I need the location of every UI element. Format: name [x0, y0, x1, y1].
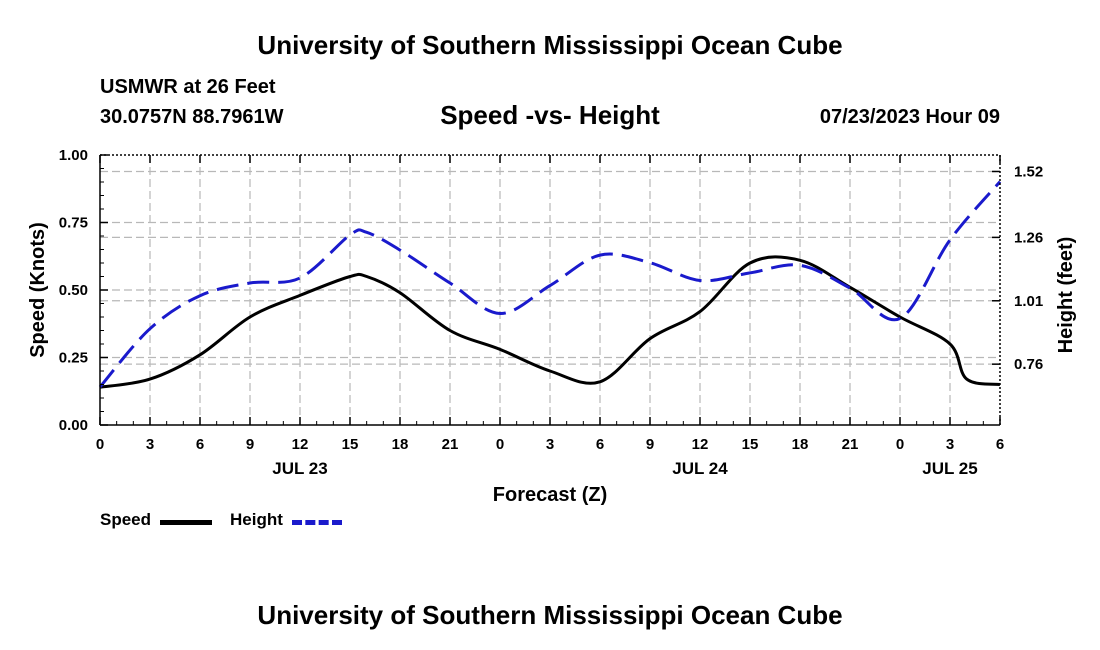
series-height-line	[98, 180, 1002, 388]
x-tick-label: 0	[496, 436, 504, 453]
x-axis-title: Forecast (Z)	[493, 484, 607, 506]
x-tick-label: 9	[646, 436, 654, 453]
y-tick-label: 1.00	[59, 147, 88, 164]
y-tick-label: 0.50	[59, 282, 88, 299]
y2-tick-label: 1.52	[1014, 163, 1043, 180]
forecast-datetime: 07/23/2023 Hour 09	[819, 106, 1000, 128]
chart-title: Speed -vs- Height	[440, 100, 660, 130]
x-tick-label: 6	[196, 436, 204, 453]
station-coordinates: 30.0757N 88.7961W	[100, 106, 284, 128]
x-tick-label: 21	[442, 436, 459, 453]
x-tick-label: 18	[392, 436, 409, 453]
y-tick-label: 0.25	[59, 350, 88, 367]
main-title: University of Southern Mississippi Ocean…	[257, 30, 843, 60]
x-tick-label: 18	[792, 436, 809, 453]
x-tick-label: 6	[996, 436, 1004, 453]
series-layer	[98, 180, 1002, 389]
legend-speed-swatch	[160, 520, 212, 525]
station-label: USMWR at 26 Feet	[100, 76, 276, 98]
x-tick-label: 3	[946, 436, 954, 453]
legend-height-swatch	[292, 520, 342, 525]
y-tick-label: 0.75	[59, 215, 88, 232]
y2-tick-label: 1.26	[1014, 229, 1043, 246]
date-label: JUL 25	[922, 459, 977, 478]
y2-tick-label: 0.76	[1014, 356, 1043, 373]
y-axis-title: Speed (Knots)	[27, 222, 49, 358]
legend-speed-label: Speed	[100, 510, 152, 529]
grid	[100, 155, 1000, 425]
x-tick-label: 21	[842, 436, 859, 453]
axis-labels: 0 3 6 9 12 15 18 21 0 3 6 9 12 15 18 21 0 3 6 JUL 23 JUL 24 J…	[27, 147, 1077, 506]
x-tick-label: 0	[896, 436, 904, 453]
y-tick-label: 0.00	[59, 417, 88, 434]
footer-title: University of Southern Mississippi Ocean…	[257, 600, 843, 630]
x-tick-label: 0	[96, 436, 104, 453]
x-tick-label: 12	[692, 436, 709, 453]
x-tick-label: 6	[596, 436, 604, 453]
y2-tick-label: 1.01	[1014, 293, 1043, 310]
x-tick-label: 9	[246, 436, 254, 453]
axes	[99, 154, 1001, 426]
x-tick-label: 15	[342, 436, 359, 453]
x-tick-label: 12	[292, 436, 309, 453]
x-tick-label: 3	[146, 436, 154, 453]
legend-height-label: Height	[230, 510, 283, 529]
series-speed-line	[99, 255, 1001, 389]
x-tick-label: 3	[546, 436, 554, 453]
y2-axis-title: Height (feet)	[1055, 237, 1077, 354]
date-label: JUL 23	[272, 459, 327, 478]
date-label: JUL 24	[672, 459, 728, 478]
x-tick-label: 15	[742, 436, 759, 453]
